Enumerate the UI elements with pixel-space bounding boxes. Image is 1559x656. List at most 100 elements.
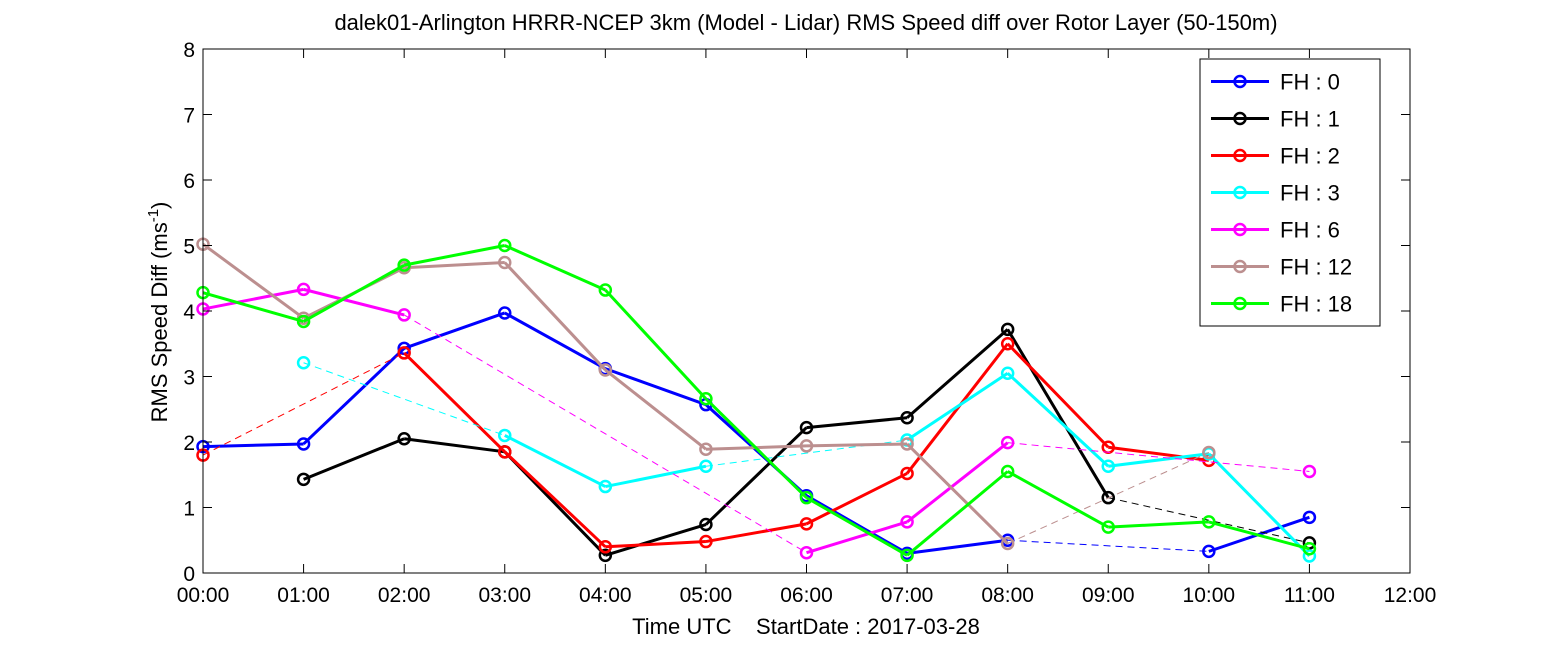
series-line-segment bbox=[202, 442, 304, 449]
series-line-segment bbox=[806, 520, 908, 555]
series-line-segment bbox=[303, 287, 405, 317]
data-point bbox=[397, 431, 411, 446]
series-line-segment bbox=[604, 367, 707, 407]
x-tick-label: 05:00 bbox=[680, 584, 733, 607]
series-line-segment bbox=[704, 397, 808, 499]
data-point bbox=[296, 472, 311, 487]
data-point bbox=[900, 466, 914, 481]
series-line-segment bbox=[303, 437, 405, 481]
series-line-segment bbox=[705, 522, 807, 544]
series-gap-segment bbox=[403, 314, 807, 554]
y-tick-label: 5 bbox=[183, 236, 195, 259]
data-point bbox=[498, 306, 512, 320]
y-axis-label-main: RMS Speed Diff (ms bbox=[147, 222, 172, 422]
x-tick-label: 09:00 bbox=[1082, 584, 1135, 607]
data-point bbox=[900, 515, 914, 529]
series-fh-6 bbox=[196, 282, 1317, 560]
data-point bbox=[598, 548, 613, 563]
series-line-segment bbox=[704, 426, 808, 526]
series-line-segment bbox=[504, 434, 607, 488]
series-line-segment bbox=[302, 347, 406, 446]
data-point bbox=[900, 548, 914, 563]
data-point bbox=[799, 439, 814, 453]
series-fh-0 bbox=[196, 306, 1317, 561]
y-tick-label: 6 bbox=[183, 170, 195, 193]
series-line-segment bbox=[605, 540, 706, 549]
data-point bbox=[1302, 549, 1317, 563]
x-tick-label: 08:00 bbox=[981, 584, 1034, 607]
y-axis-label-superscript: -1 bbox=[145, 209, 162, 222]
series-line-segment bbox=[906, 441, 1009, 524]
series-line-segment bbox=[1108, 445, 1210, 462]
data-point bbox=[1000, 337, 1015, 351]
legend-label: FH : 3 bbox=[1280, 181, 1340, 206]
series-line-segment bbox=[202, 242, 305, 320]
axis-ticks: 00:00 01:00 02:00 03:00 04:00 05:00 06:00 07:00… bbox=[177, 39, 1437, 607]
legend-swatch-marker bbox=[1233, 222, 1247, 237]
legend-label: FH : 6 bbox=[1280, 218, 1340, 243]
series-line-segment bbox=[503, 450, 607, 548]
y-tick-label: 4 bbox=[183, 301, 195, 324]
series-gap-segment bbox=[1007, 539, 1209, 552]
data-point bbox=[598, 283, 613, 297]
series-line-segment bbox=[302, 263, 405, 323]
series-gap-segment bbox=[1007, 442, 1310, 472]
series-line-segment bbox=[1207, 452, 1311, 558]
data-point bbox=[1302, 464, 1317, 479]
x-tick-label: 03:00 bbox=[478, 584, 531, 607]
legend-swatch-marker bbox=[1233, 74, 1247, 89]
data-point bbox=[900, 437, 914, 451]
data-point bbox=[498, 428, 512, 443]
series-line-segment bbox=[504, 244, 606, 292]
legend-item: FH : 0 bbox=[1211, 70, 1340, 95]
series-line-segment bbox=[403, 311, 506, 350]
legend: FH : 0 FH : 1 FH : 2 FH : 3 FH : 6 FH : 12 FH … bbox=[1199, 58, 1381, 327]
data-point bbox=[296, 437, 311, 451]
data-point bbox=[598, 479, 613, 494]
data-point bbox=[598, 540, 613, 554]
legend-swatch-marker bbox=[1233, 111, 1247, 126]
y-tick-label: 8 bbox=[183, 39, 195, 62]
series-line-segment bbox=[906, 470, 1009, 557]
data-point bbox=[799, 545, 814, 560]
series-gap-segment bbox=[303, 362, 505, 436]
data-point bbox=[397, 308, 411, 322]
series-line-segment bbox=[403, 244, 506, 267]
y-tick-label: 1 bbox=[183, 498, 195, 521]
legend-item: FH : 6 bbox=[1211, 218, 1340, 243]
y-tick-label: 2 bbox=[183, 432, 195, 455]
legend-item: FH : 3 bbox=[1211, 181, 1340, 206]
legend-item: FH : 1 bbox=[1211, 107, 1340, 132]
x-axis-label: Time UTC StartDate : 2017-03-28 bbox=[632, 614, 980, 639]
data-point bbox=[699, 517, 713, 532]
series-line-segment bbox=[806, 416, 908, 430]
legend-swatch-marker bbox=[1233, 296, 1247, 311]
data-point bbox=[296, 282, 311, 297]
data-point bbox=[699, 534, 713, 549]
series-line-segment bbox=[403, 437, 505, 454]
data-point bbox=[799, 420, 814, 435]
x-tick-label: 02:00 bbox=[378, 584, 431, 607]
series-fh-3 bbox=[296, 355, 1317, 563]
series-line-segment bbox=[604, 289, 708, 400]
series-line-segment bbox=[404, 261, 505, 270]
x-tick-label: 06:00 bbox=[780, 584, 833, 607]
data-point bbox=[1000, 322, 1015, 337]
data-point bbox=[296, 355, 311, 370]
data-point bbox=[799, 490, 814, 505]
data-point bbox=[1000, 464, 1015, 479]
series-fh-18 bbox=[196, 238, 1317, 563]
data-point bbox=[1202, 445, 1216, 460]
data-point bbox=[1000, 366, 1015, 380]
legend-label: FH : 0 bbox=[1280, 70, 1340, 95]
y-tick-label: 0 bbox=[183, 563, 195, 586]
series-fh-2 bbox=[196, 337, 1216, 554]
series-gap-segment bbox=[1108, 497, 1310, 544]
y-tick-label: 3 bbox=[183, 367, 195, 390]
legend-label: FH : 18 bbox=[1280, 292, 1352, 317]
data-point bbox=[498, 238, 512, 253]
x-tick-label: 00:00 bbox=[177, 584, 230, 607]
data-point bbox=[498, 445, 512, 459]
x-tick-label: 01:00 bbox=[277, 584, 330, 607]
